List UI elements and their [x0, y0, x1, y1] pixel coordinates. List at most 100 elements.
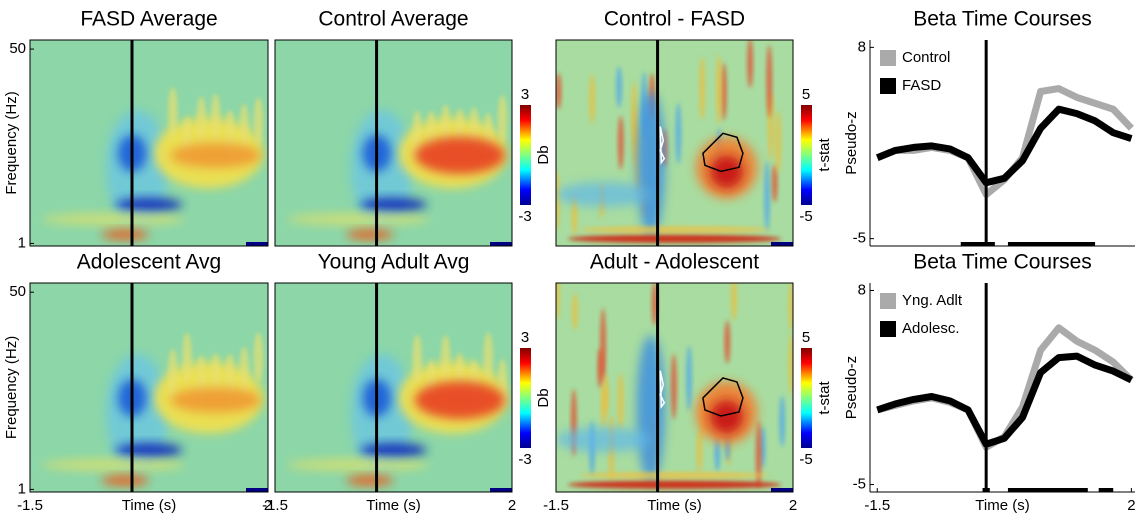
- legend-label: Control: [902, 49, 950, 66]
- y-axis-label: Frequency (Hz): [3, 336, 20, 439]
- axes-frame: [870, 40, 1135, 246]
- colorbar-tick-label: -3: [518, 451, 531, 468]
- spectral-blob: [41, 458, 185, 472]
- x-tick-label: 2: [264, 497, 272, 514]
- colorbar: [801, 105, 812, 205]
- spectral-blob: [771, 164, 778, 203]
- spectral-blob: [115, 197, 183, 213]
- y-tick-label: 50: [9, 40, 26, 57]
- axes-frame: [555, 39, 794, 247]
- spectral-blob: [579, 472, 770, 479]
- y-tick-label: -5: [853, 230, 866, 247]
- panel: FASD Average 1 50 Frequency (Hz): [3, 8, 269, 251]
- cluster-contour: [702, 132, 744, 173]
- spectral-blob: [497, 94, 508, 145]
- spectral-blob: [414, 136, 505, 174]
- spectral-blob: [170, 143, 261, 168]
- spectral-blob: [168, 87, 178, 137]
- spectral-blob: [696, 430, 703, 473]
- spectral-blob: [253, 97, 264, 147]
- panel-title: Beta Time Courses: [913, 251, 1092, 274]
- spectral-blob: [101, 229, 149, 240]
- panel-title: Control - FASD: [604, 8, 745, 31]
- spectral-blob: [360, 442, 427, 458]
- plot-area: [275, 283, 512, 492]
- panel: Beta Time Courses Yng. Adlt Adolesc. 8 -5 -1.…: [843, 251, 1136, 514]
- spectral-blob: [556, 73, 562, 110]
- axes-frame: [555, 282, 794, 493]
- spectral-blob: [597, 347, 604, 389]
- x-tick-label: -1.5: [864, 497, 890, 514]
- x-tick-label: 2: [508, 497, 516, 514]
- significance-bar: [960, 242, 995, 246]
- colorbar: [801, 348, 812, 448]
- spectral-blob: [286, 213, 430, 226]
- spectral-blob: [724, 320, 731, 364]
- axes-frame: [870, 283, 1135, 492]
- spectral-blob: [556, 182, 651, 207]
- y-tick-label: 8: [858, 281, 866, 298]
- spectral-blob: [239, 103, 249, 154]
- spectral-blob: [675, 102, 682, 165]
- colorbar-tick-label: 5: [802, 86, 810, 103]
- spectral-blob: [710, 155, 744, 189]
- significance-bar: [1098, 488, 1114, 492]
- spectral-blob: [483, 332, 494, 383]
- colorbar: [520, 105, 531, 205]
- cluster-contour: [702, 377, 744, 417]
- spectral-blob: [440, 335, 451, 386]
- spectral-blob: [412, 334, 422, 385]
- y-tick-label: 8: [858, 38, 866, 55]
- legend-swatch: [880, 293, 896, 309]
- colorbar: [520, 348, 531, 448]
- spectral-blob: [556, 171, 560, 231]
- spectral-blob: [731, 283, 737, 321]
- spectral-blob: [710, 400, 744, 434]
- panel: Beta Time Courses Control FASD 8 -5 Pseudo-z: [843, 8, 1135, 247]
- spectral-blob: [101, 475, 149, 486]
- y-tick-label: 50: [9, 283, 26, 300]
- spectral-blob: [766, 44, 773, 118]
- spectral-blob: [170, 387, 261, 413]
- axes-frame: [274, 282, 513, 493]
- colorbar-tick-label: 5: [802, 329, 810, 346]
- spectral-blob: [567, 234, 782, 243]
- spectral-blob: [779, 395, 786, 447]
- spectral-blob: [579, 226, 770, 233]
- spectral-blob: [346, 475, 394, 486]
- legend-label: Yng. Adlt: [902, 292, 963, 309]
- spectral-blob: [775, 110, 781, 174]
- x-tick-label: -1.5: [17, 497, 43, 514]
- scale-marker: [771, 488, 793, 492]
- legend-label: Adolesc.: [902, 320, 960, 337]
- scale-marker: [246, 242, 268, 246]
- spectral-blob: [182, 332, 192, 383]
- x-tick-label: -1.5: [543, 497, 569, 514]
- panel-title: Adult - Adolescent: [590, 251, 759, 274]
- colorbar-tick-label: 3: [521, 329, 529, 346]
- colorbar-tick-label: -3: [518, 208, 531, 225]
- x-tick-label: 2: [1127, 497, 1135, 514]
- legend-swatch: [880, 78, 896, 94]
- spectral-blob: [788, 333, 793, 395]
- x-axis-label: Time (s): [975, 497, 1029, 514]
- colorbar-label: t-stat: [816, 137, 833, 171]
- spectral-blob: [716, 54, 722, 125]
- spectral-blob: [589, 74, 596, 125]
- plot-area: [275, 40, 512, 246]
- axes-frame: [29, 282, 269, 493]
- spectral-blob: [168, 348, 178, 399]
- panel: Control - FASD 5 -5 t-stat: [555, 8, 833, 247]
- scale-marker: [246, 488, 268, 492]
- panel-title: FASD Average: [80, 8, 217, 31]
- spectral-blob: [721, 63, 727, 121]
- panel-title: Young Adult Avg: [318, 251, 470, 274]
- plot-area: [870, 40, 1135, 246]
- significance-bar: [1007, 488, 1088, 492]
- significance-bar: [1007, 242, 1096, 246]
- colorbar-tick-label: 3: [521, 86, 529, 103]
- panel-title: Control Average: [318, 8, 468, 31]
- colorbar-tick-label: -5: [799, 208, 812, 225]
- spectral-blob: [788, 283, 793, 332]
